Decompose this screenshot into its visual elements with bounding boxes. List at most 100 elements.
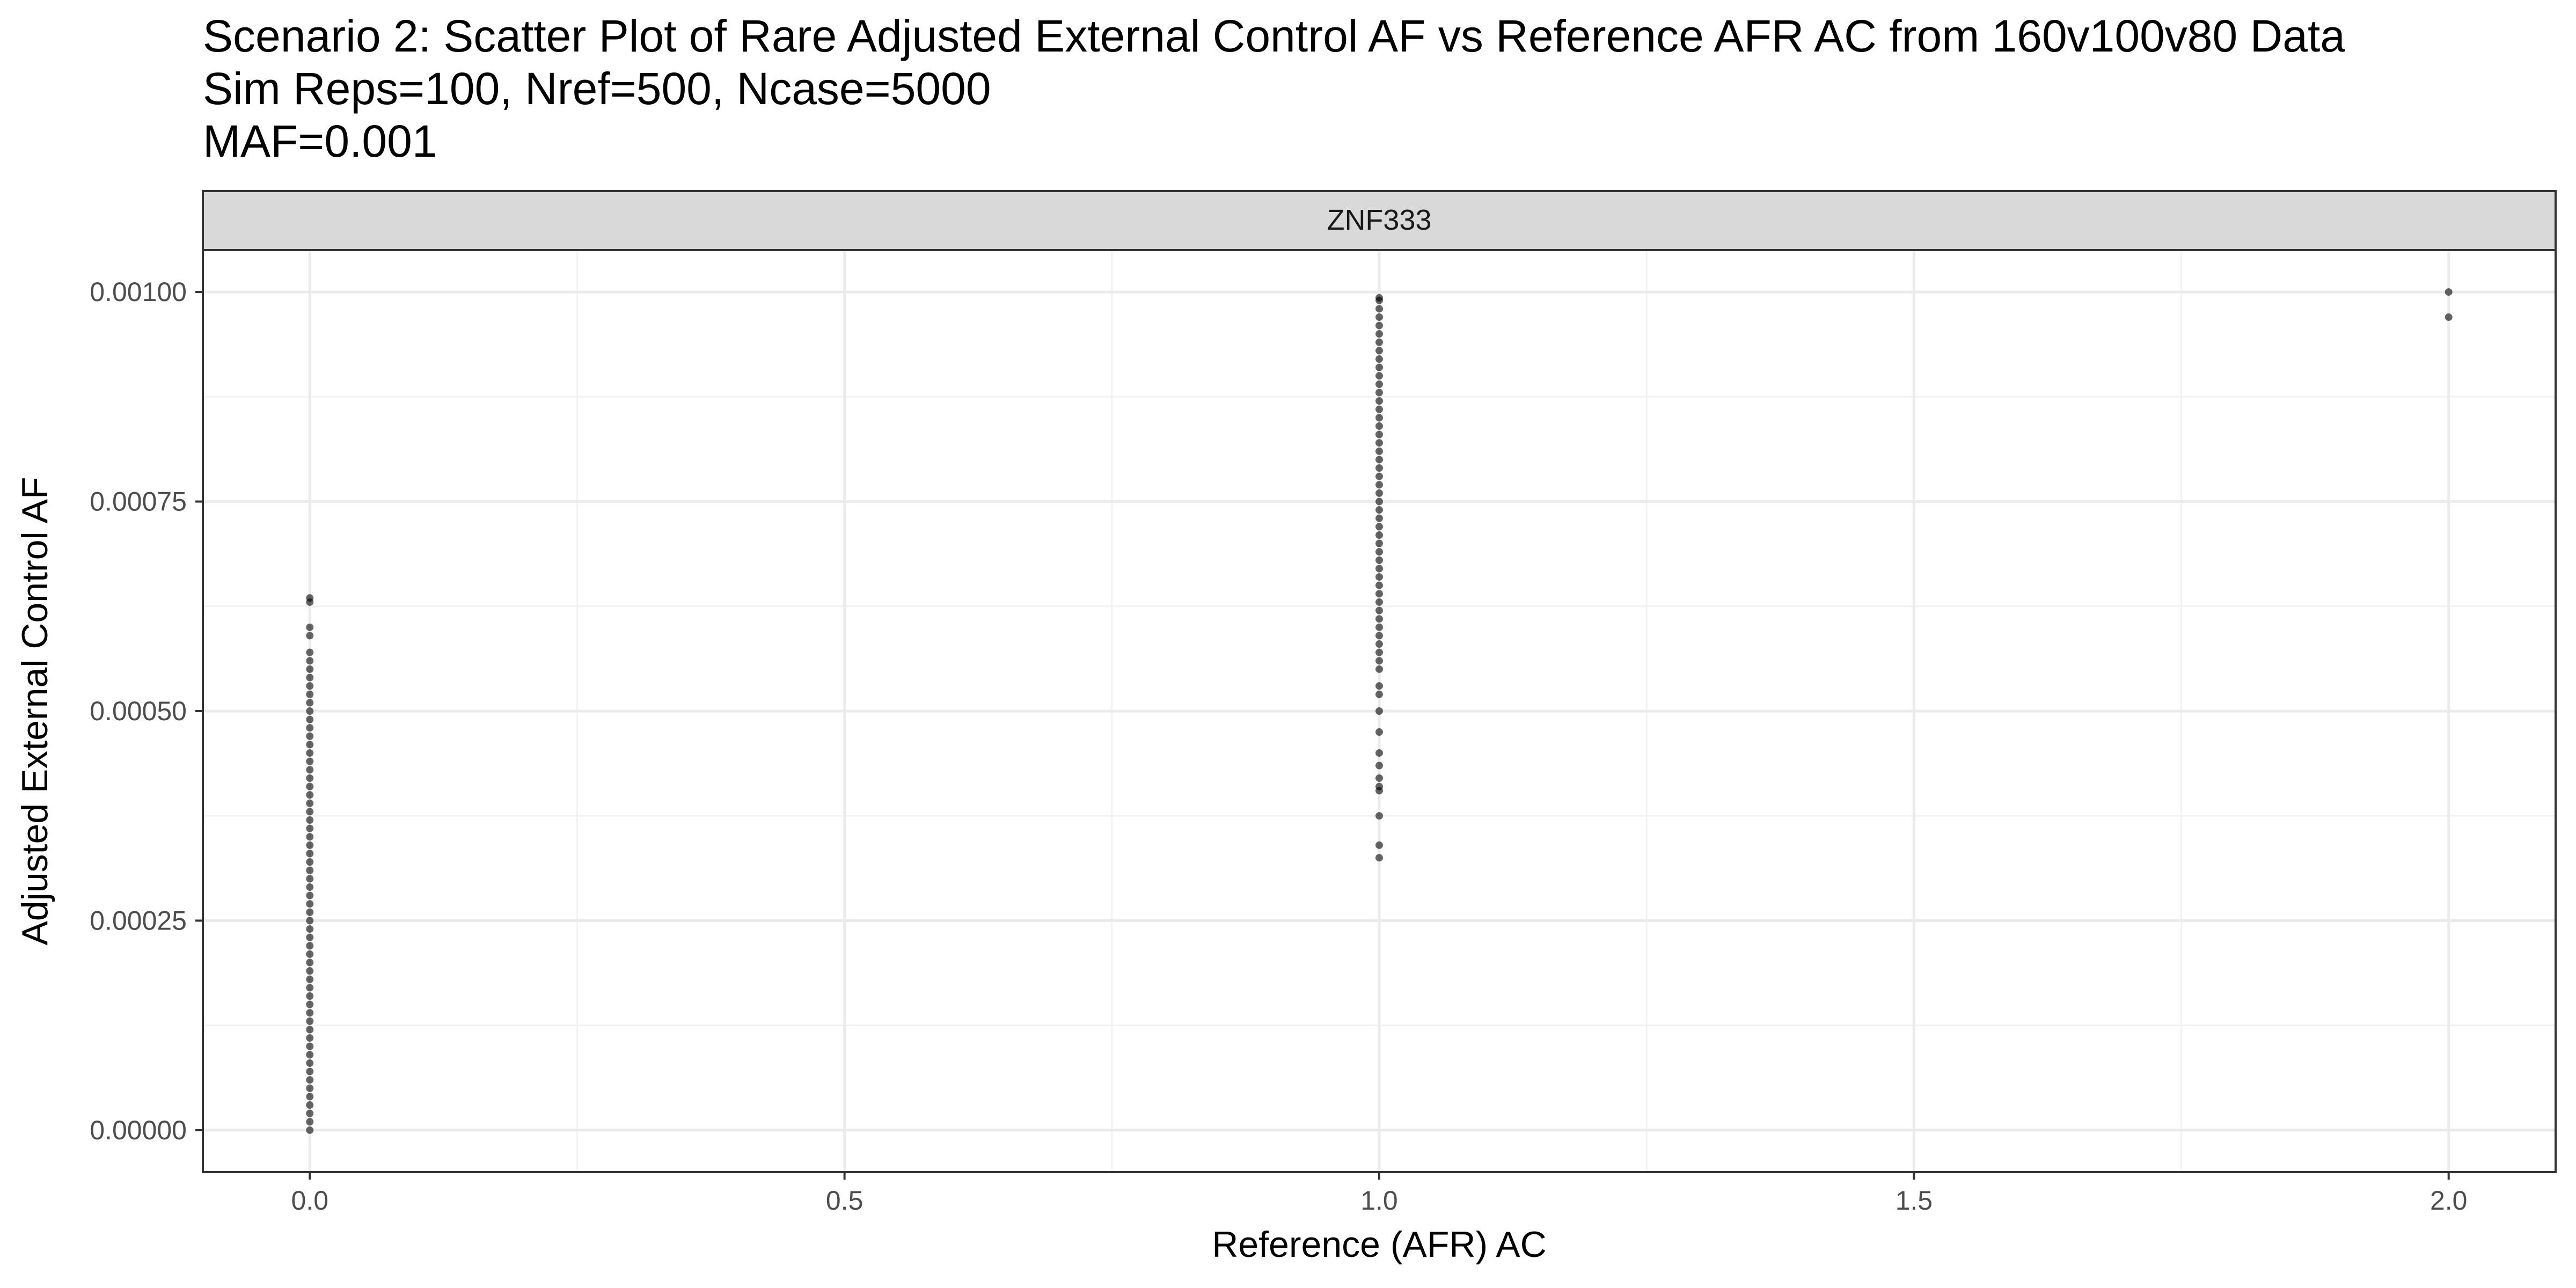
data-point [1375,497,1383,506]
data-point [306,1076,314,1084]
data-point [1375,372,1383,380]
data-point [306,1118,314,1126]
data-point [306,690,314,698]
data-point [306,900,314,908]
data-point [306,766,314,774]
x-axis: 0.0 0.5 1.0 1.5 2.0 [291,1172,2468,1216]
data-point [306,623,314,631]
data-point [1375,355,1383,363]
facet-strip [202,190,2557,251]
data-point [1375,430,1383,438]
y-axis-title: Adjusted External Control AF [14,477,55,945]
x-tick-label: 2.0 [2430,1185,2468,1216]
data-point [1375,665,1383,673]
data-point [306,917,314,925]
data-point [1375,682,1383,690]
data-point [306,992,314,1000]
data-point [306,1009,314,1017]
data-point [1375,539,1383,547]
data-point [306,674,314,682]
data-point [306,648,314,656]
data-point [306,1109,314,1117]
data-point [306,833,314,841]
data-point [1375,321,1383,330]
chart-title-line-1: Scenario 2: Scatter Plot of Rare Adjuste… [203,11,2345,61]
data-point [1375,506,1383,514]
data-point [1375,749,1383,757]
data-points [306,288,2453,1134]
data-point [306,850,314,858]
data-point [306,908,314,916]
data-point [306,791,314,799]
data-point [306,782,314,791]
data-point [306,975,314,983]
data-point [1375,573,1383,581]
data-point [306,757,314,765]
y-tick-label: 0.00075 [90,487,187,517]
data-point [306,925,314,933]
data-point [1375,531,1383,539]
y-tick-label: 0.00025 [90,905,187,935]
data-point [306,967,314,975]
y-axis: 0.00000 0.00025 0.00050 0.00075 0.00100 [90,277,203,1145]
data-point [1375,472,1383,480]
data-point [306,816,314,824]
data-point [1375,414,1383,422]
data-point [1375,598,1383,606]
data-point [306,749,314,757]
data-point [306,891,314,899]
data-point [1375,380,1383,388]
data-point [1375,623,1383,631]
data-point [1375,405,1383,413]
data-point [1375,389,1383,397]
data-point [306,933,314,941]
data-point [1375,305,1383,313]
data-point [1375,854,1383,862]
y-tick-label: 0.00050 [90,696,187,726]
data-point [2445,313,2453,321]
data-point [1375,313,1383,321]
data-point [2445,288,2453,296]
data-point [1375,632,1383,640]
data-point [1375,363,1383,371]
data-point [1375,590,1383,598]
data-point [306,774,314,782]
data-point [1375,556,1383,564]
data-point [306,799,314,807]
data-point [1375,338,1383,346]
data-point [1375,523,1383,531]
facet-strip-label: ZNF333 [1327,204,1431,236]
data-point [1375,397,1383,405]
data-point [306,1093,314,1101]
data-point [1375,690,1383,698]
data-point [1375,481,1383,489]
data-point [306,984,314,992]
data-point [306,1000,314,1008]
data-point [306,841,314,849]
data-point [1375,456,1383,464]
data-point [1375,330,1383,338]
data-point [1375,439,1383,447]
data-point [306,1051,314,1059]
data-point [1375,762,1383,770]
data-point [1375,841,1383,849]
x-tick-label: 1.0 [1360,1185,1398,1216]
data-point [306,665,314,673]
data-point [1375,774,1383,782]
data-point [306,942,314,950]
data-point [306,594,314,602]
data-point [306,875,314,883]
data-point [306,699,314,707]
data-point [306,1126,314,1134]
data-point [1375,447,1383,455]
data-point [1375,648,1383,656]
data-point [1375,548,1383,556]
data-point [306,732,314,740]
data-point [1375,489,1383,497]
data-point [1375,707,1383,715]
data-point [306,657,314,665]
data-point [306,1101,314,1109]
data-point [306,707,314,715]
data-point [1375,565,1383,573]
data-point [1375,464,1383,472]
